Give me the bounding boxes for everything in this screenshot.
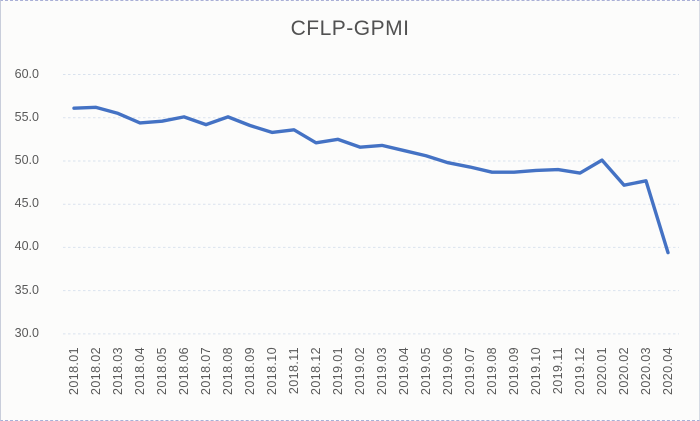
x-axis-tick-label: 2019.07 <box>463 347 477 395</box>
x-axis-tick-label: 2019.12 <box>573 347 587 395</box>
y-axis-tick-label: 60.0 <box>14 66 39 81</box>
x-axis-tick-label: 2018.12 <box>309 347 323 395</box>
x-axis-tick-label: 2019.08 <box>485 347 499 395</box>
x-axis-tick-label: 2018.04 <box>133 347 147 395</box>
x-axis-tick-label: 2018.07 <box>199 347 213 395</box>
x-axis-tick-label: 2020.04 <box>661 347 675 395</box>
y-axis-tick-label: 50.0 <box>14 152 39 167</box>
x-axis-tick-label: 2019.06 <box>441 347 455 395</box>
y-axis-tick-label: 35.0 <box>14 282 39 297</box>
x-axis-tick-label: 2019.09 <box>507 347 521 395</box>
x-axis-tick-label: 2019.10 <box>529 347 543 395</box>
y-axis-tick-label: 55.0 <box>14 109 39 124</box>
x-axis-tick-label: 2020.03 <box>639 347 653 395</box>
x-axis-tick-label: 2018.11 <box>287 347 301 395</box>
x-axis-tick-label: 2020.01 <box>595 347 609 395</box>
x-axis-tick-label: 2019.02 <box>353 347 367 395</box>
x-axis-tick-label: 2018.05 <box>155 347 169 395</box>
y-axis-tick-label: 40.0 <box>14 239 39 254</box>
x-axis-tick-label: 2018.09 <box>243 347 257 395</box>
x-axis-tick-label: 2020.02 <box>617 347 631 395</box>
y-axis-tick-label: 45.0 <box>14 196 39 211</box>
x-axis-tick-label: 2019.03 <box>375 347 389 395</box>
x-axis-tick-label: 2019.05 <box>419 347 433 395</box>
x-axis-tick-label: 2018.08 <box>221 347 235 395</box>
x-axis-tick-label: 2018.10 <box>265 347 279 395</box>
x-axis-tick-label: 2018.01 <box>67 347 81 395</box>
y-axis-tick-label: 30.0 <box>14 325 39 340</box>
data-series-line <box>72 105 670 255</box>
x-axis-tick-label: 2018.03 <box>111 347 125 395</box>
chart-title: CFLP-GPMI <box>290 17 410 40</box>
x-axis-tick-label: 2019.04 <box>397 347 411 395</box>
x-axis-tick-label: 2019.01 <box>331 347 345 395</box>
x-axis-tick-label: 2018.02 <box>89 347 103 395</box>
x-axis-tick-label: 2018.06 <box>177 347 191 395</box>
x-axis-tick-label: 2019.11 <box>551 347 565 395</box>
